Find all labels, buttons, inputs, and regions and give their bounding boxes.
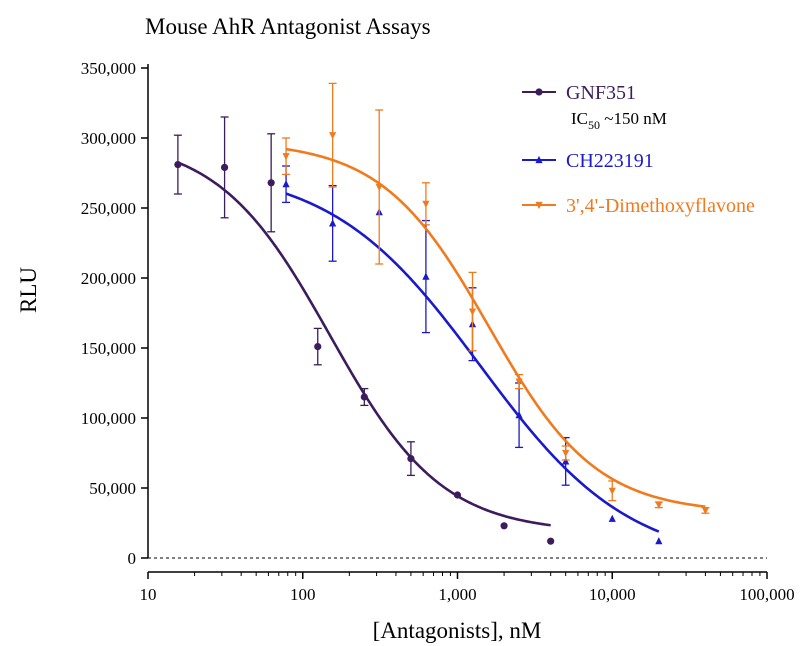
data-point [282, 180, 290, 188]
data-point [655, 537, 663, 545]
y-tick-label: 250,000 [81, 199, 136, 218]
y-tick-label: 0 [128, 549, 137, 568]
data-point [314, 343, 322, 351]
data-point [282, 153, 290, 161]
data-point [329, 132, 337, 140]
data-point [267, 179, 275, 187]
legend-label: CH223191 [566, 150, 654, 172]
data-point [562, 457, 570, 465]
y-axis: 0 50,000 100,000 150,000 200,000 250,000 300,0… [81, 59, 149, 568]
data-point [608, 487, 616, 495]
fit-curve [285, 147, 706, 508]
y-tick-label: 100,000 [81, 409, 136, 428]
data-point [329, 219, 337, 227]
legend-label: 3',4'-Dimethoxyflavone [566, 195, 755, 217]
data-point [220, 163, 229, 171]
data-point [174, 161, 182, 169]
legend-label: GNF351 [566, 82, 636, 104]
data-point [535, 88, 543, 96]
data-point [360, 393, 368, 401]
x-axis: 10 100 1,000 10,000 100,000 [140, 571, 795, 604]
y-tick-label: 350,000 [81, 59, 136, 78]
x-tick-label: 10 [140, 585, 157, 604]
data-point [608, 514, 616, 522]
plot-area [173, 82, 710, 545]
data-point [407, 455, 415, 463]
data-point [562, 449, 570, 458]
series [282, 165, 663, 545]
data-point [375, 183, 383, 192]
x-tick-label: 10,000 [589, 585, 636, 604]
data-point [535, 155, 543, 164]
data-point [515, 411, 523, 419]
data-point [535, 201, 543, 210]
data-point [515, 378, 523, 386]
x-axis-label: [Antagonists], nM [373, 618, 542, 643]
x-tick-label: 100,000 [739, 585, 794, 604]
series [173, 116, 555, 545]
fit-curve [285, 192, 660, 533]
y-tick-label: 150,000 [81, 339, 136, 358]
data-point [422, 200, 430, 208]
data-point [701, 507, 710, 515]
fit-curve [177, 161, 551, 527]
y-tick-label: 200,000 [81, 269, 136, 288]
data-point [468, 308, 477, 316]
y-axis-label: RLU [16, 267, 41, 313]
y-tick-label: 300,000 [81, 129, 136, 148]
series [282, 82, 710, 515]
ic50-annotation: IC50 ~150 nM [571, 109, 667, 132]
data-point [422, 272, 430, 280]
data-point [547, 537, 555, 545]
data-point [500, 522, 508, 530]
x-tick-label: 1,000 [438, 585, 476, 604]
data-point [655, 501, 663, 509]
data-point [453, 491, 462, 499]
chart-title: Mouse AhR Antagonist Assays [145, 14, 431, 39]
y-tick-label: 50,000 [89, 479, 136, 498]
legend: GNF351 CH223191 3',4'-Dimethoxyflavone IC50… [522, 82, 755, 217]
x-tick-label: 100 [290, 585, 316, 604]
